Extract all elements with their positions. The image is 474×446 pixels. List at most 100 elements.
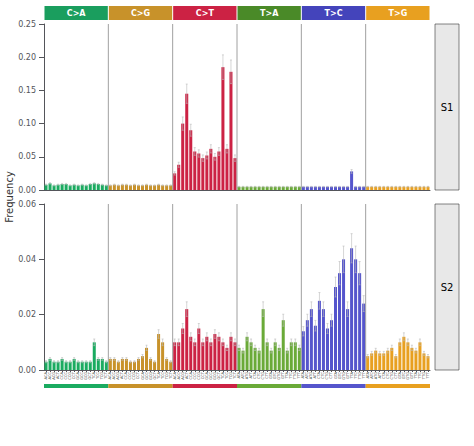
svg-text:T>G: T>G: [388, 9, 407, 18]
svg-text:GCC: GCC: [80, 372, 85, 380]
svg-text:CCA: CCA: [60, 372, 65, 380]
svg-text:ACT: ACT: [56, 372, 61, 380]
svg-text:TTC: TTC: [353, 372, 358, 379]
svg-text:ACC: ACC: [176, 372, 181, 380]
svg-text:ATT: ATT: [313, 372, 318, 379]
svg-text:CCC: CCC: [192, 372, 197, 380]
svg-text:ATG: ATG: [245, 372, 250, 380]
svg-text:ACT: ACT: [184, 372, 189, 380]
svg-text:GTG: GTG: [341, 372, 346, 380]
svg-text:ATC: ATC: [369, 372, 374, 379]
svg-text:Frequency: Frequency: [4, 171, 15, 223]
svg-text:GTG: GTG: [277, 372, 282, 380]
svg-text:GTA: GTA: [269, 372, 274, 379]
svg-text:TCC: TCC: [96, 372, 101, 379]
svg-text:GTT: GTT: [345, 372, 350, 379]
svg-text:CCG: CCG: [132, 372, 137, 380]
svg-text:CCC: CCC: [128, 372, 133, 380]
svg-text:TTA: TTA: [349, 372, 354, 379]
svg-text:ATA: ATA: [301, 372, 306, 379]
svg-text:TTG: TTG: [357, 372, 362, 380]
svg-text:ATT: ATT: [377, 372, 382, 379]
svg-text:ACA: ACA: [172, 372, 177, 380]
svg-text:S1: S1: [441, 102, 454, 113]
svg-text:GCC: GCC: [144, 372, 149, 380]
svg-text:CCT: CCT: [200, 372, 205, 380]
svg-text:TCC: TCC: [224, 372, 229, 379]
svg-text:ATC: ATC: [305, 372, 310, 379]
svg-text:ACG: ACG: [116, 372, 121, 380]
svg-text:TCG: TCG: [164, 372, 169, 380]
svg-text:GCG: GCG: [148, 372, 153, 381]
svg-text:GCA: GCA: [204, 372, 209, 380]
svg-text:ATT: ATT: [249, 372, 254, 379]
svg-text:0.15: 0.15: [18, 86, 36, 95]
svg-text:CTC: CTC: [257, 372, 262, 379]
svg-text:C>A: C>A: [67, 9, 87, 18]
svg-text:TCC: TCC: [160, 372, 165, 379]
svg-text:GCA: GCA: [76, 372, 81, 380]
svg-text:GTC: GTC: [273, 372, 278, 380]
svg-text:C>T: C>T: [196, 9, 215, 18]
svg-text:ATG: ATG: [373, 372, 378, 380]
svg-text:ACA: ACA: [108, 372, 113, 380]
svg-text:C>G: C>G: [131, 9, 150, 18]
svg-text:TTG: TTG: [293, 372, 298, 380]
svg-text:ATG: ATG: [309, 372, 314, 380]
svg-text:GCA: GCA: [140, 372, 145, 380]
svg-text:0.06: 0.06: [18, 200, 36, 209]
svg-text:GCT: GCT: [152, 372, 157, 380]
svg-text:CTC: CTC: [385, 372, 390, 379]
svg-text:ATA: ATA: [365, 372, 370, 379]
svg-text:0.10: 0.10: [18, 119, 36, 128]
svg-text:CCC: CCC: [64, 372, 69, 380]
svg-text:TCT: TCT: [104, 372, 109, 379]
svg-text:TCA: TCA: [156, 372, 161, 379]
svg-text:ACG: ACG: [52, 372, 57, 380]
svg-text:GCC: GCC: [208, 372, 213, 380]
svg-text:TCA: TCA: [220, 372, 225, 379]
svg-text:TTT: TTT: [297, 372, 302, 379]
svg-text:GCG: GCG: [84, 372, 89, 381]
svg-text:CCA: CCA: [124, 372, 129, 380]
svg-text:CTA: CTA: [317, 372, 322, 379]
svg-text:CTG: CTG: [325, 372, 330, 380]
svg-text:ACT: ACT: [120, 372, 125, 380]
svg-text:GTC: GTC: [337, 372, 342, 380]
svg-text:0.00: 0.00: [18, 186, 36, 195]
svg-text:CCG: CCG: [196, 372, 201, 380]
svg-text:TTT: TTT: [361, 372, 366, 379]
svg-text:0.25: 0.25: [18, 20, 36, 29]
svg-text:TCA: TCA: [92, 372, 97, 379]
svg-text:CCG: CCG: [68, 372, 73, 380]
svg-text:GTA: GTA: [333, 372, 338, 379]
svg-text:CCA: CCA: [188, 372, 193, 380]
svg-text:TTT: TTT: [426, 371, 430, 379]
svg-text:CTT: CTT: [329, 372, 334, 379]
svg-text:CTA: CTA: [253, 372, 258, 379]
svg-text:TCT: TCT: [168, 372, 173, 379]
svg-text:GCT: GCT: [88, 372, 93, 380]
svg-text:TCG: TCG: [100, 372, 105, 380]
svg-text:0.02: 0.02: [18, 310, 36, 319]
svg-text:CTA: CTA: [381, 372, 386, 379]
svg-text:S2: S2: [441, 282, 454, 293]
svg-text:T>A: T>A: [260, 9, 279, 18]
svg-text:CTT: CTT: [265, 372, 270, 379]
svg-text:TTC: TTC: [289, 372, 294, 379]
svg-text:T>C: T>C: [324, 9, 342, 18]
svg-text:GCT: GCT: [216, 372, 221, 380]
svg-text:0.20: 0.20: [18, 53, 36, 62]
svg-text:0.05: 0.05: [18, 152, 36, 161]
svg-text:GCG: GCG: [212, 372, 217, 381]
svg-text:CTC: CTC: [321, 372, 326, 379]
svg-text:CCT: CCT: [136, 372, 141, 380]
svg-text:ACC: ACC: [112, 372, 117, 380]
svg-text:TTA: TTA: [285, 372, 290, 379]
svg-text:0.00: 0.00: [18, 366, 36, 375]
svg-text:GTT: GTT: [281, 372, 286, 379]
svg-text:0.04: 0.04: [18, 255, 36, 264]
svg-text:ACG: ACG: [180, 372, 185, 380]
svg-text:CTG: CTG: [261, 372, 266, 380]
svg-text:CCT: CCT: [72, 372, 77, 380]
